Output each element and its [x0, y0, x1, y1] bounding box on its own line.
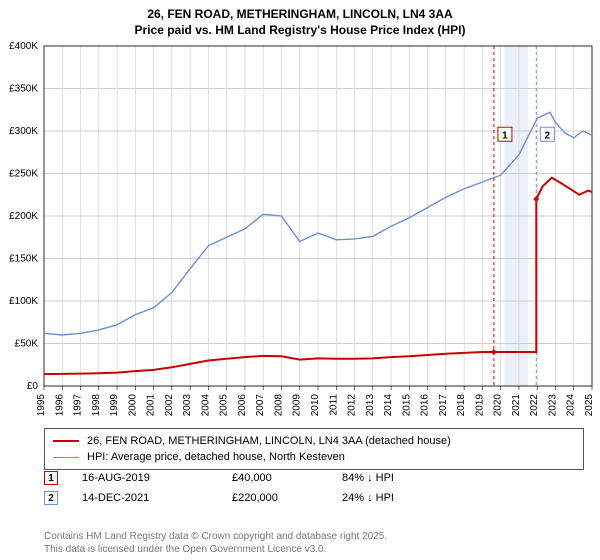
- svg-text:2023: 2023: [547, 394, 558, 417]
- svg-text:1995: 1995: [36, 394, 47, 417]
- svg-text:2025: 2025: [584, 394, 595, 417]
- legend: 26, FEN ROAD, METHERINGHAM, LINCOLN, LN4…: [44, 428, 584, 470]
- svg-text:2010: 2010: [310, 394, 321, 417]
- svg-text:2009: 2009: [292, 394, 303, 417]
- svg-text:2012: 2012: [347, 394, 358, 417]
- event-marker-1: 1: [44, 471, 58, 485]
- event-date-2: 14-DEC-2021: [82, 492, 232, 504]
- event-marker-2: 2: [44, 491, 58, 505]
- svg-text:1998: 1998: [91, 394, 102, 417]
- legend-swatch-hpi: [53, 457, 79, 458]
- footer-line-2: This data is licensed under the Open Gov…: [44, 543, 387, 556]
- svg-text:2015: 2015: [401, 394, 412, 417]
- event-pct-1: 84% ↓ HPI: [342, 472, 462, 484]
- svg-text:2001: 2001: [146, 394, 157, 417]
- svg-text:2004: 2004: [200, 394, 211, 417]
- event-pct-2: 24% ↓ HPI: [342, 492, 462, 504]
- legend-item-price-paid: 26, FEN ROAD, METHERINGHAM, LINCOLN, LN4…: [53, 433, 575, 449]
- svg-text:£100K: £100K: [9, 296, 38, 307]
- svg-text:£200K: £200K: [9, 211, 38, 222]
- svg-text:1997: 1997: [73, 394, 84, 417]
- svg-text:£50K: £50K: [15, 339, 39, 350]
- svg-text:2011: 2011: [328, 394, 339, 416]
- svg-text:1999: 1999: [109, 394, 120, 417]
- svg-text:£150K: £150K: [9, 254, 38, 265]
- event-price-1: £40,000: [232, 472, 342, 484]
- svg-text:2024: 2024: [566, 394, 577, 417]
- svg-text:2018: 2018: [456, 394, 467, 417]
- svg-text:2002: 2002: [164, 394, 175, 417]
- chart-area: £0 £50K £100K £150K £200K £250K £300K £350K £400…: [0, 42, 600, 422]
- svg-text:2007: 2007: [255, 394, 266, 417]
- title-line-2: Price paid vs. HM Land Registry's House …: [0, 22, 600, 38]
- svg-text:2008: 2008: [273, 394, 284, 417]
- title-line-1: 26, FEN ROAD, METHERINGHAM, LINCOLN, LN4…: [0, 6, 600, 22]
- svg-text:2003: 2003: [182, 394, 193, 417]
- footer-line-1: Contains HM Land Registry data © Crown c…: [44, 530, 387, 543]
- svg-text:£350K: £350K: [9, 84, 38, 95]
- legend-label-hpi: HPI: Average price, detached house, Nort…: [87, 451, 345, 463]
- svg-text:2013: 2013: [365, 394, 376, 417]
- legend-item-hpi: HPI: Average price, detached house, Nort…: [53, 449, 575, 465]
- svg-text:2005: 2005: [219, 394, 230, 417]
- event-price-2: £220,000: [232, 492, 342, 504]
- svg-text:£300K: £300K: [9, 126, 38, 137]
- line-chart-svg: £0 £50K £100K £150K £200K £250K £300K £350K £400…: [0, 42, 600, 422]
- footer: Contains HM Land Registry data © Crown c…: [44, 530, 387, 556]
- svg-text:2021: 2021: [511, 394, 522, 417]
- svg-text:£0: £0: [27, 381, 39, 392]
- svg-text:1996: 1996: [54, 394, 65, 417]
- svg-text:2: 2: [545, 130, 551, 141]
- chart-title: 26, FEN ROAD, METHERINGHAM, LINCOLN, LN4…: [0, 0, 600, 38]
- svg-text:2019: 2019: [474, 394, 485, 417]
- svg-text:2017: 2017: [438, 394, 449, 417]
- svg-text:1: 1: [502, 130, 508, 141]
- svg-text:£400K: £400K: [9, 42, 38, 52]
- events-table: 1 16-AUG-2019 £40,000 84% ↓ HPI 2 14-DEC…: [44, 468, 584, 508]
- svg-text:2014: 2014: [383, 394, 394, 417]
- event-date-1: 16-AUG-2019: [82, 472, 232, 484]
- svg-text:2006: 2006: [237, 394, 248, 417]
- svg-text:£250K: £250K: [9, 169, 38, 180]
- event-row-1: 1 16-AUG-2019 £40,000 84% ↓ HPI: [44, 468, 584, 488]
- svg-text:2020: 2020: [493, 394, 504, 417]
- legend-label-price-paid: 26, FEN ROAD, METHERINGHAM, LINCOLN, LN4…: [87, 435, 451, 447]
- legend-swatch-price-paid: [53, 440, 79, 442]
- svg-text:2022: 2022: [529, 394, 540, 417]
- svg-text:2000: 2000: [127, 394, 138, 417]
- svg-text:2016: 2016: [420, 394, 431, 417]
- event-row-2: 2 14-DEC-2021 £220,000 24% ↓ HPI: [44, 488, 584, 508]
